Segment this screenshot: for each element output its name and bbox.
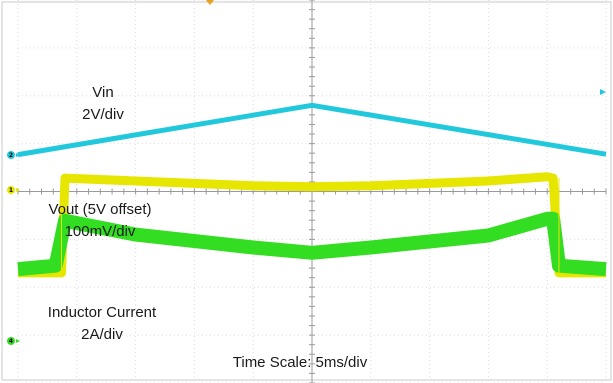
vout-label: Vout (5V offset) <box>48 201 151 218</box>
channel-marker-4 <box>7 337 15 345</box>
channel-marker-1 <box>7 186 15 194</box>
vin-scale-label: 2V/div <box>82 106 124 123</box>
inductor-current-label: Inductor Current <box>48 304 157 321</box>
channel-marker-2 <box>7 151 15 159</box>
inductor-current-trace-edge <box>17 218 607 270</box>
channel-marker-arrow-icon <box>16 188 20 192</box>
vin-label: Vin <box>92 84 113 101</box>
channel-markers: 2 1 4 <box>7 89 606 345</box>
waveform-traces <box>17 102 607 278</box>
channel-marker-label: 2 <box>9 152 13 159</box>
time-scale-label: Time Scale: 5ms/div <box>233 354 368 371</box>
vout-scale-label: 100mV/div <box>65 223 136 240</box>
vin-reference-arrow-icon <box>600 89 606 95</box>
inductor-current-scale-label: 2A/div <box>81 326 123 343</box>
channel-marker-arrow-icon <box>16 339 20 343</box>
channel-marker-label: 1 <box>9 187 13 194</box>
channel-marker-arrow-icon <box>16 153 20 157</box>
annotations: Vin 2V/div Vout (5V offset) 100mV/div In… <box>48 84 368 371</box>
vout-trace-edge <box>18 176 606 274</box>
channel-marker-label: 4 <box>9 338 13 345</box>
vin-trace-edge <box>17 104 607 156</box>
trigger-position-marker-icon <box>206 0 214 5</box>
